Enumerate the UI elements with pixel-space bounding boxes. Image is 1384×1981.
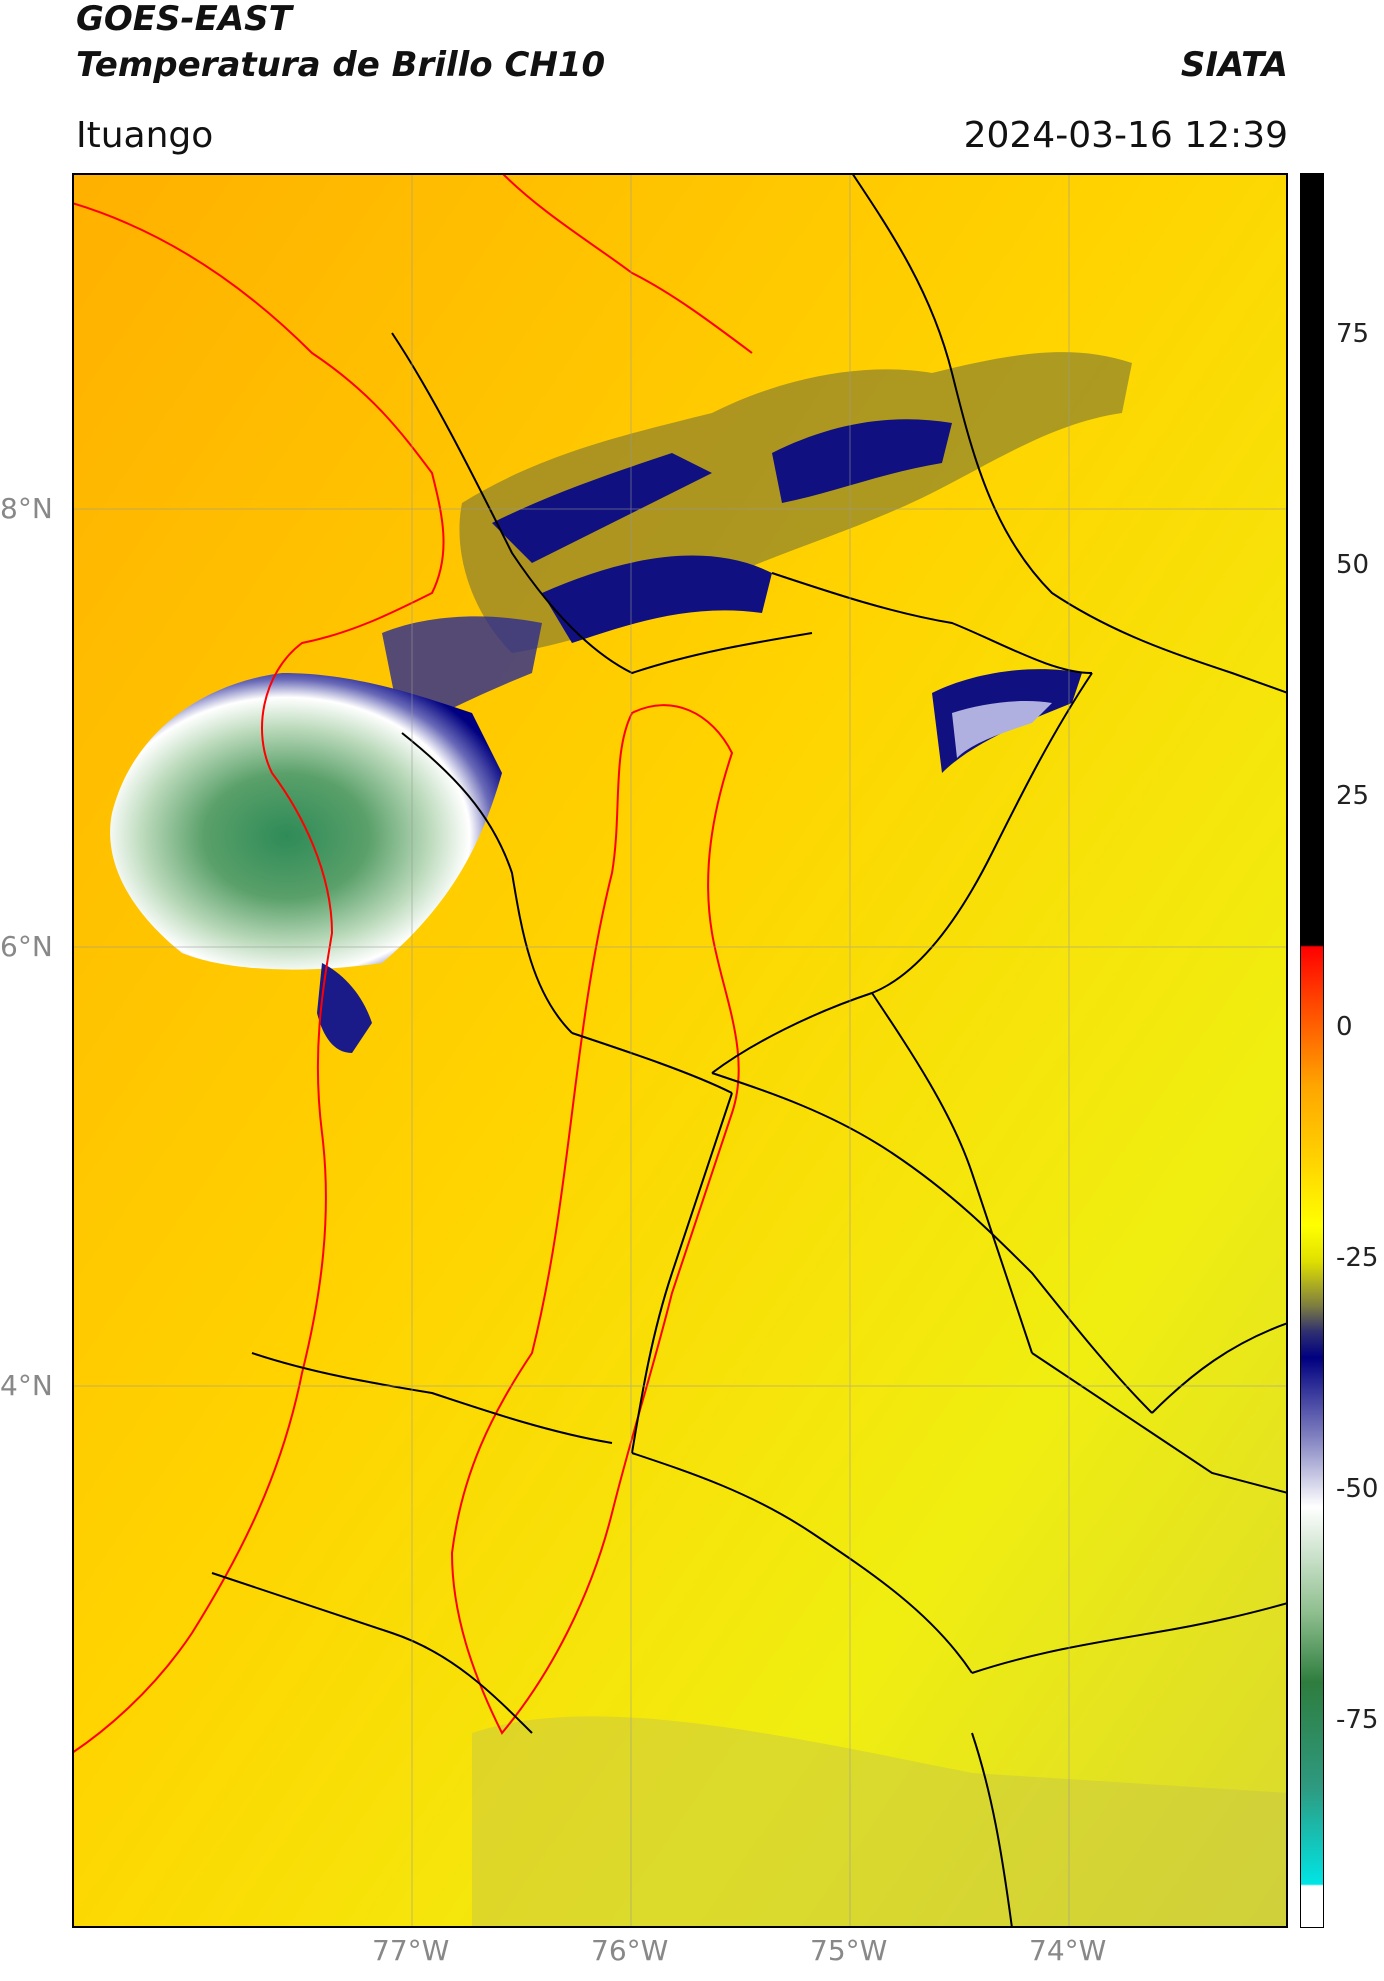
- lon-label-74w: 74°W: [1029, 1934, 1107, 1967]
- title-satellite: GOES-EAST: [76, 0, 292, 39]
- lon-label-76w: 76°W: [591, 1934, 669, 1967]
- colorbar-tick-0: 0: [1336, 1012, 1353, 1042]
- storm-cell: [110, 673, 502, 1053]
- colorbar-tick-25: 25: [1336, 781, 1370, 811]
- lat-label-4n: 4°N: [0, 1369, 53, 1402]
- lat-label-6n: 6°N: [0, 930, 53, 963]
- department-boundaries: [211, 173, 1288, 1928]
- title-product: Temperatura de Brillo CH10: [76, 45, 606, 85]
- antioquia-boundary: [450, 704, 740, 1735]
- cloud-band: [382, 352, 1132, 773]
- lon-label-75w: 75°W: [810, 1934, 888, 1967]
- lon-label-77w: 77°W: [372, 1934, 450, 1967]
- datetime-label: 2024-03-16 12:39: [963, 115, 1288, 156]
- south-cooler-area: [472, 1716, 1288, 1928]
- region-label: Ituango: [76, 115, 214, 156]
- org-label: SIATA: [1180, 45, 1288, 85]
- colorbar-tick-50: 50: [1336, 550, 1370, 580]
- brightness-temperature-map: [72, 173, 1288, 1928]
- colorbar-tick-minus75: -75: [1336, 1705, 1379, 1735]
- colorbar: [1300, 173, 1324, 1928]
- colorbar-tick-75: 75: [1336, 319, 1370, 349]
- map-frame: [72, 173, 1288, 1928]
- coastline-boundary: [72, 202, 445, 1754]
- lat-label-8n: 8°N: [0, 492, 53, 525]
- colorbar-tick-minus50: -50: [1336, 1474, 1379, 1504]
- colorbar-tick-minus25: -25: [1336, 1243, 1379, 1273]
- north-coast-boundary: [501, 173, 753, 354]
- lat-lon-grid: [72, 173, 1288, 1928]
